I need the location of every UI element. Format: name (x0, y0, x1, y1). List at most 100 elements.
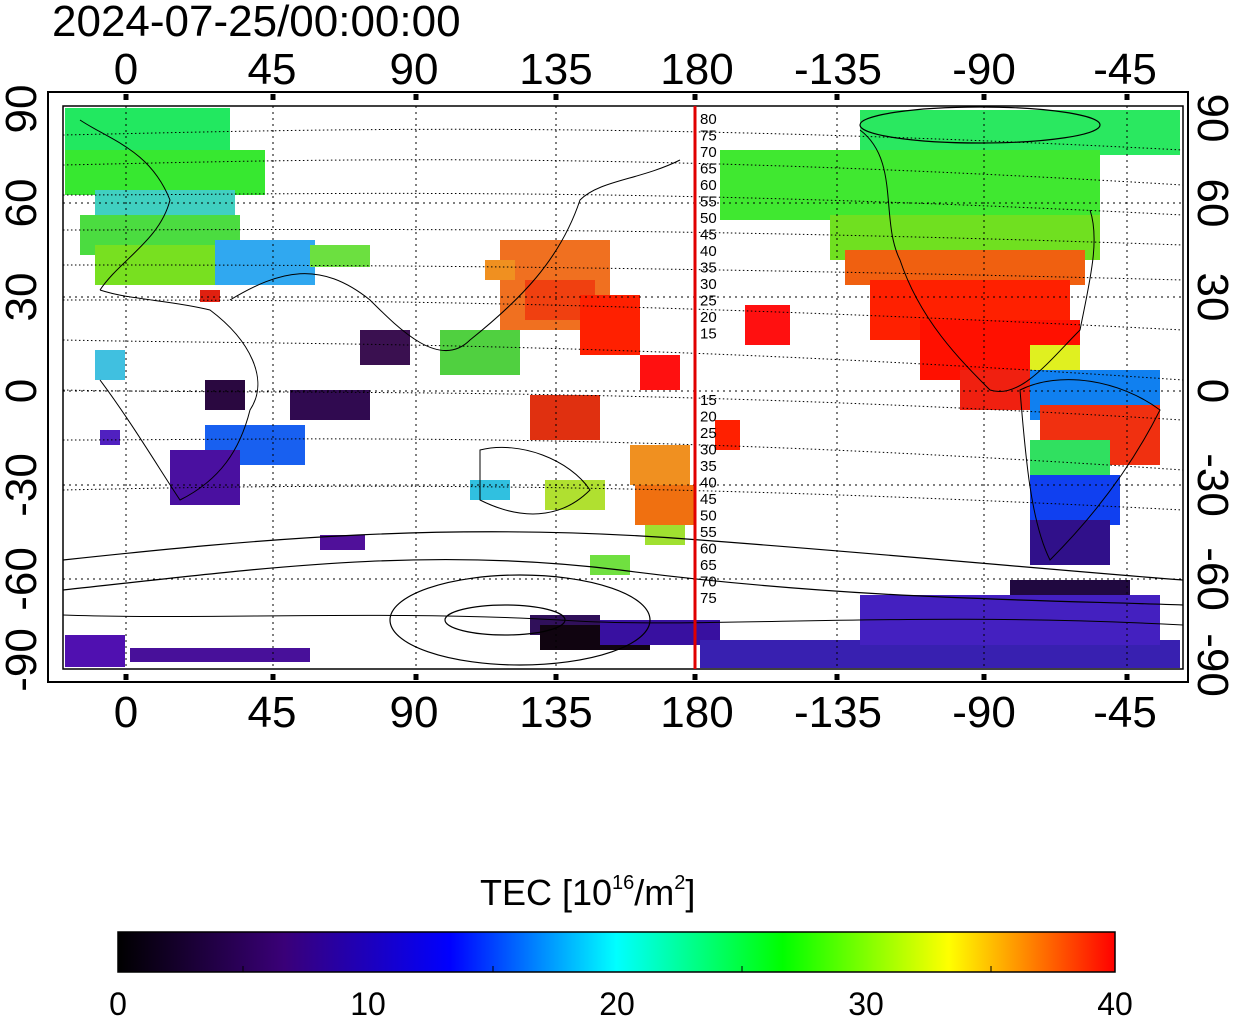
tec-patch (200, 290, 220, 302)
right-lat-tick: 30 (1188, 273, 1235, 322)
tec-patch (845, 250, 1085, 285)
right-lat-tick: -60 (1188, 547, 1235, 611)
tec-patch (485, 260, 515, 280)
dip-label-group: 8075706560555045403530252015152025303540… (700, 111, 717, 607)
tec-patch (860, 110, 1180, 155)
top-lon-tick: 0 (114, 45, 138, 94)
colorbar-tick: 30 (848, 986, 884, 1021)
dip-label: 55 (700, 524, 717, 541)
dip-contours-south (63, 531, 1183, 666)
tec-patch (95, 350, 125, 380)
tec-patch (215, 240, 315, 285)
colorbar-label: TEC [1016/m2] (480, 872, 695, 913)
bottom-lon-tick: 45 (248, 688, 297, 737)
dip-contour-north-loop (859, 106, 1101, 144)
dip-label: 65 (700, 161, 717, 178)
tec-patch (1030, 475, 1120, 525)
tec-patch (640, 355, 680, 390)
right-lat-tick: -30 (1188, 453, 1235, 517)
dip-label: 35 (700, 458, 717, 475)
tec-patch (715, 420, 740, 450)
map-area: 8075706560555045403530252015152025303540… (47, 91, 1189, 683)
tec-patch (320, 535, 365, 550)
dip-label: 80 (700, 111, 717, 128)
top-lon-tick: 45 (248, 45, 297, 94)
dip-label: 45 (700, 491, 717, 508)
right-lat-tick: 0 (1188, 379, 1235, 403)
dip-label: 75 (700, 128, 717, 145)
tec-patch (630, 445, 690, 485)
tec-patch (470, 480, 510, 500)
dip-contours (63, 128, 1183, 511)
tec-patch (960, 370, 1040, 410)
tec-patch (530, 395, 600, 440)
dip-label: 15 (700, 392, 717, 409)
dip-label: 45 (700, 227, 717, 244)
tec-patch (645, 525, 685, 545)
bottom-lon-tick: 180 (660, 688, 733, 737)
left-lat-tick: 90 (0, 85, 46, 134)
left-lat-tick: -30 (0, 453, 46, 517)
dip-label: 75 (700, 590, 717, 607)
tec-patch (65, 635, 125, 667)
top-lon-tick: -90 (952, 45, 1016, 94)
left-lat-tick: -90 (0, 628, 46, 692)
tec-patch (65, 150, 265, 195)
dip-label: 50 (700, 508, 717, 525)
bottom-lon-tick: 90 (390, 688, 439, 737)
tec-patch (440, 330, 520, 375)
bottom-lon-tick: 135 (519, 688, 592, 737)
tec-patch (290, 390, 370, 420)
frame-ticks (123, 94, 1130, 680)
dip-label: 60 (700, 541, 717, 558)
dip-label: 25 (700, 293, 717, 310)
tec-patch (590, 555, 630, 575)
bottom-lon-labels: 0 45 90 135 180 -135 -90 -45 (114, 688, 1157, 737)
left-lat-tick: 30 (0, 273, 46, 322)
map-title: 2024-07-25/00:00:00 (52, 0, 461, 46)
bottom-lon-tick: 0 (114, 688, 138, 737)
tec-patch (205, 380, 245, 410)
colorbar: TEC [1016/m2] 0 10 20 30 40 (109, 872, 1133, 1021)
tec-patch (310, 245, 370, 267)
bottom-lon-tick: -45 (1093, 688, 1157, 737)
tec-patch (100, 430, 120, 445)
top-lon-tick: 90 (390, 45, 439, 94)
top-lon-tick: -45 (1093, 45, 1157, 94)
tec-patch (1030, 520, 1110, 565)
tec-patch (635, 485, 695, 525)
dip-label: 50 (700, 210, 717, 227)
left-lat-tick: 60 (0, 179, 46, 228)
dip-label: 20 (700, 409, 717, 426)
right-lat-tick: 90 (1188, 94, 1235, 143)
bottom-lon-tick: -90 (952, 688, 1016, 737)
colorbar-gradient (117, 931, 1116, 973)
tec-data-layer (65, 108, 1180, 668)
left-lat-tick: -60 (0, 547, 46, 611)
left-lat-labels: 90 60 30 0 -30 -60 -90 (0, 85, 46, 692)
top-lon-tick: 135 (519, 45, 592, 94)
dip-label: 40 (700, 243, 717, 260)
right-lat-tick: -90 (1188, 633, 1235, 697)
dip-label: 55 (700, 194, 717, 211)
colorbar-minor-ticks (242, 966, 992, 972)
tec-patch (580, 295, 640, 355)
dip-label: 40 (700, 475, 717, 492)
dip-label: 30 (700, 276, 717, 293)
coastlines (63, 119, 1183, 626)
dip-label: 65 (700, 557, 717, 574)
colorbar-tick: 0 (109, 986, 127, 1021)
tec-patch (130, 648, 310, 662)
tec-patch (1030, 440, 1110, 480)
colorbar-tick: 40 (1097, 986, 1133, 1021)
colorbar-tick-labels: 0 10 20 30 40 (109, 986, 1133, 1021)
top-lon-labels: 0 45 90 135 180 -135 -90 -45 (114, 45, 1157, 94)
dip-label: 25 (700, 425, 717, 442)
dip-label: 70 (700, 574, 717, 591)
tec-patch (360, 330, 410, 365)
dip-label: 20 (700, 309, 717, 326)
dip-label: 30 (700, 442, 717, 459)
right-lat-labels: 90 60 30 0 -30 -60 -90 (1188, 94, 1235, 697)
top-lon-tick: -135 (794, 45, 882, 94)
